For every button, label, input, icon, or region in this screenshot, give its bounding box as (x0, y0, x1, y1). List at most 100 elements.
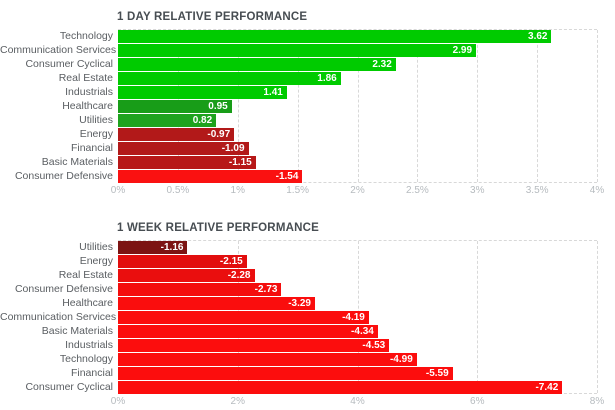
plot-rows: Technology 3.62 Communication Services 2.99… (0, 29, 615, 183)
bar-value-label: -5.59 (425, 368, 449, 379)
bar-row: Energy -0.97 (0, 127, 615, 141)
category-label: Communication Services (0, 311, 117, 323)
category-label: Consumer Defensive (14, 283, 113, 295)
bar-value-label: 0.82 (192, 115, 213, 126)
bar-row: Financial -1.09 (0, 141, 615, 155)
bar-value-label: 3.62 (528, 31, 548, 42)
bar: -4.99 (118, 353, 417, 366)
bar-track: 2.32 (118, 57, 597, 71)
bar-track: 2.99 (118, 43, 597, 57)
bar-value-label: -7.42 (535, 382, 559, 393)
category-label: Communication Services (0, 44, 117, 56)
bar-value-label: -1.16 (160, 242, 184, 253)
bar-row: Utilities 0.82 (0, 113, 615, 127)
category-label: Utilities (79, 114, 113, 126)
bar-row: Healthcare -3.29 (0, 296, 615, 310)
bar: -2.73 (118, 283, 282, 296)
bar: -1.16 (118, 241, 188, 254)
axis-tick-label: 2% (350, 185, 365, 196)
bar-track: -1.54 (118, 169, 597, 183)
axis-tick-label: 0% (110, 185, 126, 196)
category-label: Financial (70, 367, 113, 379)
axis-tick-label: 6% (470, 396, 485, 407)
bar-row: Industrials 1.41 (0, 85, 615, 99)
bar: 1.86 (118, 72, 341, 85)
axis-tick-label: 0% (110, 396, 126, 407)
bar: -1.09 (118, 142, 249, 155)
bar: 3.62 (118, 30, 552, 43)
bar-value-label: -2.73 (254, 284, 278, 295)
bar-track: 3.62 (118, 29, 597, 43)
bar-track: 0.95 (118, 99, 597, 113)
bar-track: -4.19 (118, 310, 597, 324)
bar-row: Consumer Defensive -2.73 (0, 282, 615, 296)
bar: 0.82 (118, 114, 217, 127)
category-label: Financial (70, 142, 113, 154)
bar-row: Financial -5.59 (0, 366, 615, 380)
category-label: Real Estate (58, 269, 113, 281)
bar-track: -4.34 (118, 324, 597, 338)
bar: -5.59 (118, 367, 453, 380)
bar: -1.54 (118, 170, 303, 183)
bar-row: Technology 3.62 (0, 29, 615, 43)
category-label: Technology (59, 30, 113, 42)
category-label: Consumer Cyclical (25, 58, 113, 70)
bar: -4.19 (118, 311, 369, 324)
plot-rows: Utilities -1.16 Energy -2.15 Real Estate -2.2… (0, 240, 615, 394)
x-axis: 0% 2% 4% 6% 8% (111, 394, 604, 408)
bar-row: Real Estate 1.86 (0, 71, 615, 85)
bar-row: Communication Services 2.99 (0, 43, 615, 57)
bar-value-label: 2.32 (372, 59, 392, 70)
category-label: Energy (79, 128, 113, 140)
bar: -2.15 (118, 255, 247, 268)
bar: -1.15 (118, 156, 256, 169)
bar: -3.29 (118, 297, 315, 310)
bar-track: -3.29 (118, 296, 597, 310)
category-label: Basic Materials (41, 325, 113, 337)
bar: -0.97 (118, 128, 235, 141)
bar: -2.28 (118, 269, 255, 282)
bar-value-label: -4.19 (342, 312, 365, 323)
axis-tick-label: 2% (230, 396, 245, 407)
bar-track: -5.59 (118, 366, 597, 380)
bar-track: 1.41 (118, 85, 597, 99)
plot-area: Technology 3.62 Communication Services 2.99… (0, 29, 615, 197)
x-axis: 0% 0.5% 1% 1.5% 2% 2.5% 3% 3.5% 4% (111, 183, 604, 197)
bar-row: Technology -4.99 (0, 352, 615, 366)
category-label: Healthcare (62, 100, 113, 112)
bar-row: Utilities -1.16 (0, 240, 615, 254)
category-label: Consumer Cyclical (25, 381, 113, 393)
category-label: Industrials (65, 339, 113, 351)
category-label: Industrials (65, 86, 113, 98)
bar-track: -2.73 (118, 282, 597, 296)
bar-value-label: -4.34 (351, 326, 374, 337)
axis-tick-label: 0.5% (166, 185, 190, 196)
bar-track: -7.42 (118, 380, 597, 394)
bar-row: Industrials -4.53 (0, 338, 615, 352)
bar: 2.32 (118, 58, 396, 71)
bar-track: -2.15 (118, 254, 597, 268)
bar: 2.99 (118, 44, 477, 57)
bar-value-label: -1.54 (275, 171, 299, 182)
axis-tick-label: 1% (230, 185, 245, 196)
bar: -7.42 (118, 381, 563, 394)
bar: 0.95 (118, 100, 232, 113)
bar: -4.34 (118, 325, 378, 338)
bar-row: Basic Materials -1.15 (0, 155, 615, 169)
bar-row: Basic Materials -4.34 (0, 324, 615, 338)
category-label: Consumer Defensive (14, 170, 113, 182)
bar-track: -4.99 (118, 352, 597, 366)
axis-tick-label: 2.5% (405, 185, 429, 196)
axis-tick-label: 4% (589, 185, 605, 196)
axis-tick-label: 4% (350, 396, 365, 407)
bar-track: -0.97 (118, 127, 597, 141)
bar-value-label: 2.99 (452, 45, 473, 56)
category-label: Healthcare (62, 297, 113, 309)
bar-value-label: -1.15 (228, 157, 252, 168)
axis-tick-label: 3.5% (525, 185, 549, 196)
bar-value-label: -3.29 (288, 298, 311, 309)
bar: 1.41 (118, 86, 287, 99)
bar-value-label: -4.53 (362, 340, 386, 351)
bar-row: Communication Services -4.19 (0, 310, 615, 324)
category-label: Utilities (79, 241, 113, 253)
